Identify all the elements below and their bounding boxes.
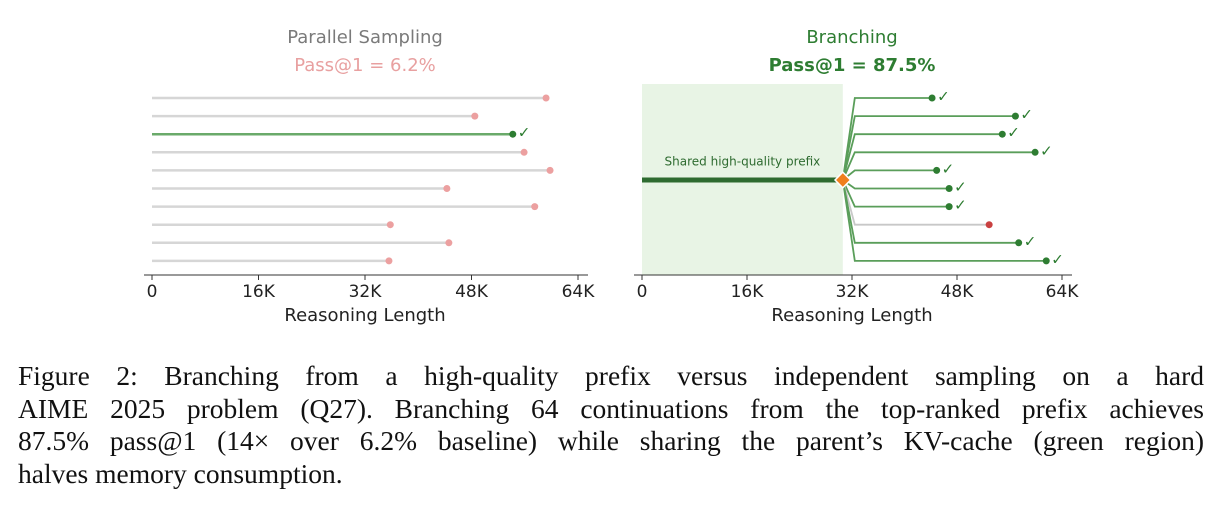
- branch-end: [945, 185, 953, 192]
- chart-subtitle: Pass@1 = 87.5%: [769, 55, 936, 76]
- branch-end: [1031, 148, 1039, 156]
- sample-end: [443, 185, 451, 192]
- branch-line: [842, 179, 950, 190]
- x-tick-label: 16K: [242, 282, 276, 302]
- branch-end: [945, 203, 953, 211]
- sample-end: [520, 148, 528, 156]
- check-mark: ✓: [954, 178, 967, 196]
- chart-title: Parallel Sampling: [287, 27, 443, 48]
- sample-end: [509, 130, 517, 138]
- check-mark: ✓: [518, 124, 531, 142]
- branch-end: [1015, 239, 1023, 247]
- x-tick-label: 48K: [941, 282, 975, 302]
- branch-end: [985, 221, 993, 229]
- sample-end: [385, 257, 393, 265]
- check-mark: ✓: [1007, 124, 1020, 142]
- check-mark: ✓: [942, 160, 955, 178]
- x-tick-label: 0: [637, 282, 648, 302]
- sample-end: [542, 94, 550, 102]
- chart-subtitle: Pass@1 = 6.2%: [294, 55, 436, 76]
- branch-line: [841, 151, 1036, 181]
- x-tick-label: 16K: [731, 282, 765, 302]
- x-tick-label: 48K: [455, 282, 489, 302]
- sample-end: [531, 203, 539, 211]
- check-mark: ✓: [937, 88, 950, 106]
- x-tick-label: 32K: [349, 282, 383, 302]
- x-axis-label: Reasoning Length: [771, 305, 932, 326]
- branch-line: [841, 115, 1016, 181]
- branch-end: [933, 166, 941, 174]
- branch-line: [841, 179, 990, 226]
- branch-line: [841, 179, 1047, 262]
- x-tick-label: 32K: [836, 282, 870, 302]
- caption-line: 87.5% pass@1 (14× over 6.2% baseline) wh…: [18, 425, 1204, 457]
- prefix-diamond: [833, 171, 852, 189]
- x-tick-label: 64K: [562, 282, 596, 302]
- sample-end: [386, 221, 394, 229]
- branch-line: [841, 97, 933, 181]
- branch-line: [841, 179, 1019, 244]
- check-mark: ✓: [1020, 106, 1033, 124]
- figure: Parallel Sampling Pass@1 = 6.2% ✓ 0 16K 32K 48…: [144, 27, 1080, 326]
- sample-end: [546, 166, 554, 174]
- x-tick-label: 64K: [1046, 282, 1080, 302]
- check-mark: ✓: [1040, 142, 1053, 160]
- sample-end: [471, 112, 479, 120]
- chart-title: Branching: [806, 27, 897, 48]
- branch-end: [1011, 112, 1019, 120]
- check-mark: ✓: [954, 196, 967, 214]
- branch-line: [841, 133, 1003, 181]
- branch-end: [928, 94, 936, 102]
- branch-line: [842, 169, 937, 181]
- caption-line: AIME 2025 problem (Q27). Branching 64 co…: [18, 392, 1204, 424]
- x-axis-label: Reasoning Length: [284, 305, 445, 326]
- x-tick-label: 0: [147, 282, 158, 302]
- branch-line: [841, 179, 950, 208]
- caption-line: Figure 2: Branching from a high-quality …: [18, 360, 1204, 391]
- sample-end: [445, 239, 453, 247]
- caption-line: halves memory consumption.: [18, 458, 343, 490]
- check-mark: ✓: [1051, 250, 1064, 268]
- check-mark: ✓: [1024, 232, 1037, 250]
- branch-end: [1042, 257, 1050, 265]
- branch-end: [998, 130, 1006, 138]
- caption: Figure 2: Branching from a high-quality …: [18, 360, 1204, 491]
- annotation: Shared high-quality prefix: [665, 155, 821, 169]
